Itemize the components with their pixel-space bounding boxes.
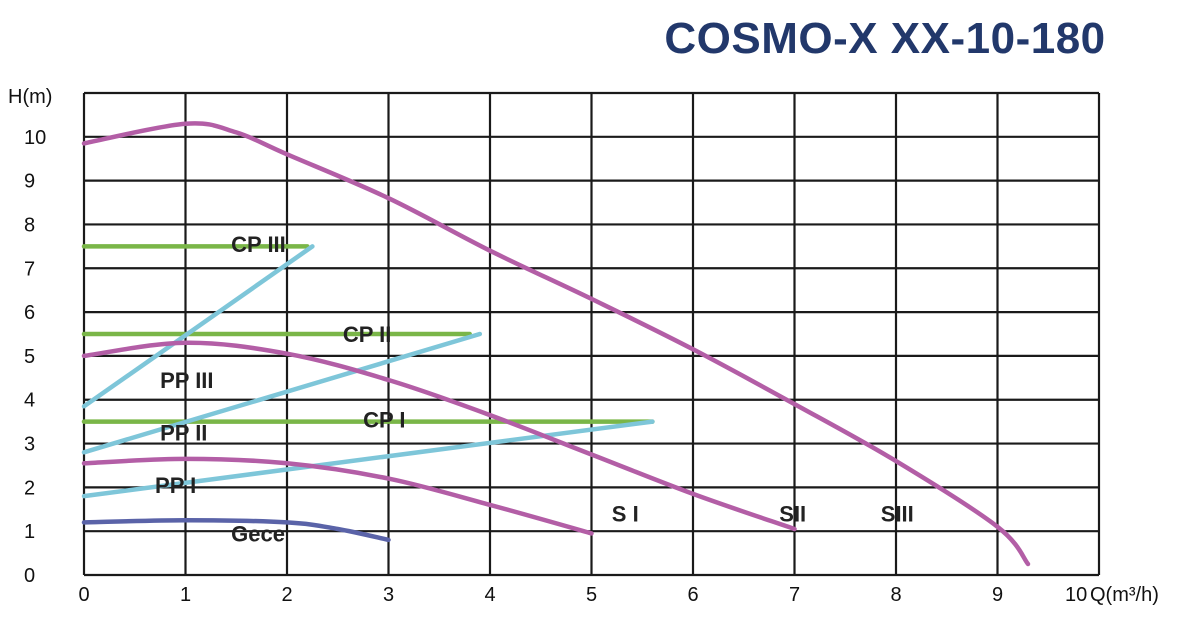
y-axis-label: H(m): [8, 86, 52, 108]
curve-labels: CP III CP II CP I PP III PP II PP I Gece S I SII…: [155, 232, 914, 546]
curve-label-cp-i: CP I: [363, 407, 405, 432]
series-line-pp-i: [81, 419, 655, 499]
x-tick-label: 10: [1065, 584, 1087, 606]
series-line-s-i: [81, 456, 594, 536]
y-tick-labels: 0 1 2 3 4 5 6 7 8 9 10: [24, 127, 46, 587]
curve-label-pp-i: PP I: [155, 473, 196, 498]
series-line-pp-iii: [81, 244, 315, 409]
x-tick-label: 5: [586, 584, 597, 606]
curve-label-pp-iii: PP III: [160, 368, 213, 393]
series-line-sii: [81, 340, 797, 532]
y-tick-label: 4: [24, 390, 35, 412]
x-tick-label: 1: [180, 584, 191, 606]
x-tick-label: 8: [890, 584, 901, 606]
series-line-siii: [81, 121, 1031, 567]
x-tick-label: 6: [687, 584, 698, 606]
curve-label-siii: SIII: [881, 502, 914, 527]
x-tick-label: 7: [789, 584, 800, 606]
curve-label-pp-ii: PP II: [160, 421, 207, 446]
chart-title: COSMO-X XX-10-180: [664, 14, 1105, 63]
y-tick-label: 9: [24, 171, 35, 193]
y-tick-label: 1: [24, 521, 35, 543]
x-tick-label: 9: [992, 584, 1003, 606]
y-tick-label: 5: [24, 346, 35, 368]
x-axis-label: Q(m³/h): [1090, 584, 1159, 606]
x-tick-label: 4: [484, 584, 495, 606]
y-tick-label: 7: [24, 258, 35, 280]
x-tick-labels: 0 1 2 3 4 5 6 7 8 9 10: [78, 584, 1087, 606]
curve-label-s-i: S I: [612, 502, 639, 527]
y-tick-label: 8: [24, 214, 35, 236]
y-tick-label: 2: [24, 477, 35, 499]
y-tick-label: 3: [24, 434, 35, 456]
curve-label-cp-iii: CP III: [231, 232, 286, 257]
curves: [81, 121, 1031, 567]
y-tick-label: 10: [24, 127, 46, 149]
y-tick-label: 6: [24, 302, 35, 324]
y-tick-label: 0: [24, 565, 35, 587]
curve-label-cp-ii: CP II: [343, 322, 392, 347]
curve-label-gece: Gece: [231, 521, 285, 546]
x-tick-label: 3: [383, 584, 394, 606]
x-tick-label: 2: [281, 584, 292, 606]
x-tick-label: 0: [78, 584, 89, 606]
curve-label-sii: SII: [779, 502, 806, 527]
series-line-pp-ii: [81, 331, 483, 455]
series-line-gece: [81, 517, 391, 543]
